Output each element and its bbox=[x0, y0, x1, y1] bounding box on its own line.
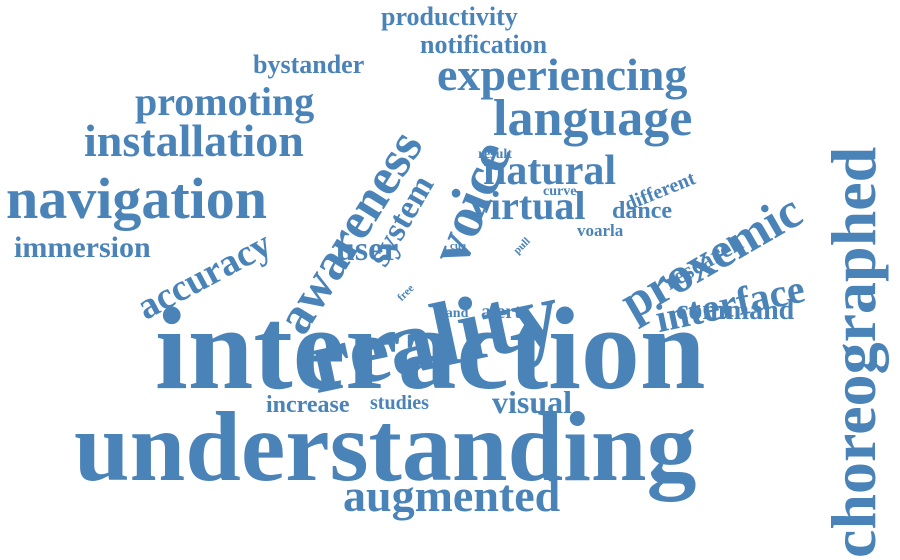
word-language: language bbox=[493, 90, 693, 147]
word-productivity: productivity bbox=[381, 2, 518, 31]
word-experiencing: experiencing bbox=[437, 49, 688, 100]
word-immersion: immersion bbox=[14, 231, 151, 264]
word-voarla: voarla bbox=[577, 221, 624, 240]
word-cue: cue bbox=[450, 240, 466, 252]
word-result: result bbox=[478, 147, 512, 162]
word-virtual: virtual bbox=[470, 183, 586, 228]
word-understanding: understanding bbox=[74, 391, 697, 502]
word-alert: alert bbox=[481, 301, 521, 323]
word-pull: pull bbox=[511, 235, 533, 257]
word-installation: installation bbox=[84, 115, 304, 166]
word-user: user bbox=[336, 231, 399, 268]
word-choreographed: choreographed bbox=[818, 146, 889, 558]
word-bystander: bystander bbox=[253, 50, 365, 79]
word-command: command bbox=[676, 295, 795, 326]
word-visual: visual bbox=[492, 384, 573, 420]
word-increase: increase bbox=[266, 392, 350, 418]
word-hand: hand bbox=[438, 306, 469, 321]
word-promoting: promoting bbox=[135, 79, 315, 124]
word-studies: studies bbox=[370, 392, 429, 414]
word-interaction: interaction bbox=[155, 283, 706, 414]
word-natural: natural bbox=[483, 148, 617, 194]
word-notification: notification bbox=[420, 30, 548, 59]
word-navigation: navigation bbox=[6, 166, 268, 231]
word-curve: curve bbox=[543, 184, 577, 199]
word-dance: dance bbox=[612, 198, 672, 224]
word-augmented: augmented bbox=[343, 470, 561, 521]
